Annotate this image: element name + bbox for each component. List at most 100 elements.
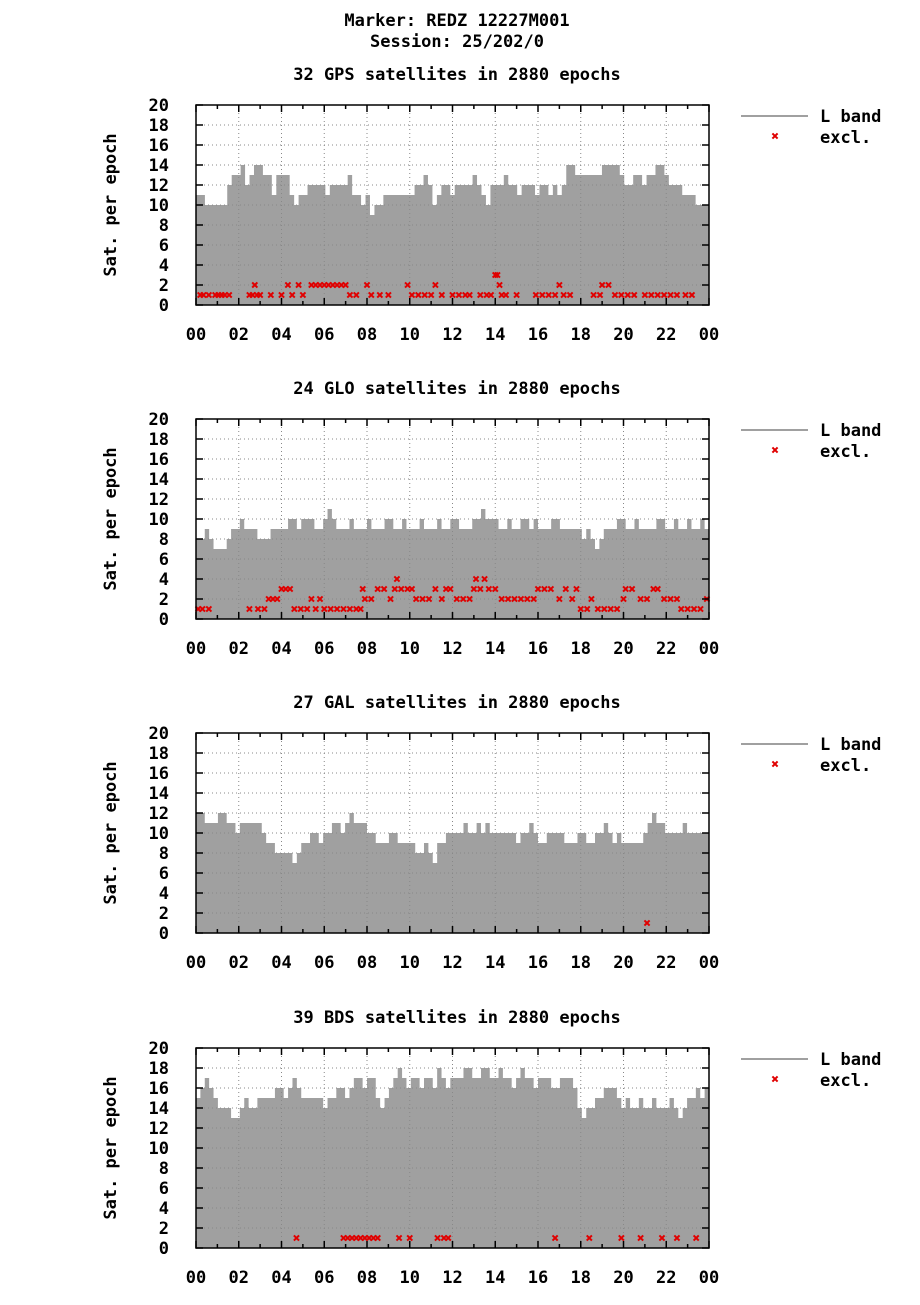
excl-marker [278, 291, 285, 299]
excl-marker [261, 605, 268, 613]
excl-marker [613, 605, 621, 613]
excl-marker [359, 585, 367, 593]
excl-marker [444, 1234, 452, 1242]
excl-marker [367, 291, 375, 299]
y-tick-label: 14 [149, 470, 169, 490]
excl-marker [327, 605, 334, 613]
excl-marker [293, 1234, 300, 1242]
excl-marker [598, 281, 606, 289]
excl-marker [376, 291, 384, 299]
excl-marker [316, 595, 324, 603]
excl-marker [246, 605, 253, 613]
excl-marker [620, 595, 627, 603]
excl-marker [585, 1234, 593, 1242]
x-tick-label: 00 [699, 1268, 719, 1288]
x-tick-label: 00 [699, 639, 719, 659]
excl-marker [367, 595, 375, 603]
excl-marker [421, 291, 429, 299]
x-tick-label: 22 [656, 639, 676, 659]
excl-marker [225, 291, 233, 299]
x-tick-label: 08 [357, 639, 377, 659]
y-tick-label: 12 [149, 490, 169, 510]
excl-marker [453, 595, 461, 603]
excl-marker [374, 585, 381, 593]
excl-marker [577, 605, 585, 613]
excl-marker [491, 585, 499, 593]
excl-marker [590, 291, 597, 299]
excl-marker [654, 585, 662, 593]
excl-marker [637, 595, 644, 603]
excl-marker [385, 291, 392, 299]
excl-marker [538, 291, 546, 299]
x-tick-label: 10 [400, 1268, 420, 1288]
excl-marker [641, 291, 649, 299]
excl-marker [346, 291, 354, 299]
excl-marker [611, 291, 619, 299]
excl-marker [412, 595, 420, 603]
x-tick-label: 18 [571, 953, 591, 973]
excl-marker [419, 595, 426, 603]
excl-marker [251, 281, 259, 289]
x-tick-label: 04 [271, 1268, 291, 1288]
excl-marker [692, 1234, 700, 1242]
y-tick-label: 2 [159, 1219, 169, 1239]
excl-marker [667, 291, 674, 299]
x-tick-label: 00 [186, 325, 206, 345]
excl-marker [534, 585, 542, 593]
excl-marker [605, 281, 612, 289]
x-tick-label: 20 [613, 325, 633, 345]
excl-marker [288, 291, 296, 299]
y-tick-label: 20 [149, 410, 169, 430]
y-tick-label: 12 [149, 804, 169, 824]
x-tick-label: 08 [357, 325, 377, 345]
y-tick-label: 8 [159, 844, 169, 864]
excl-marker [406, 1234, 414, 1242]
y-tick-label: 18 [149, 430, 169, 450]
legend-excl-marker [771, 132, 779, 140]
x-tick-label: 18 [571, 325, 591, 345]
excl-marker [395, 1234, 403, 1242]
excl-marker [624, 291, 632, 299]
y-tick-label: 18 [149, 116, 169, 136]
excl-marker [333, 605, 341, 613]
excl-marker [690, 605, 698, 613]
excl-marker [284, 281, 292, 289]
y-axis-label: Sat. per epoch [101, 1076, 121, 1219]
excl-marker [391, 585, 399, 593]
y-tick-label: 16 [149, 136, 169, 156]
y-tick-label: 8 [159, 216, 169, 236]
excl-marker [556, 281, 563, 289]
x-tick-label: 18 [571, 639, 591, 659]
excl-marker [459, 595, 467, 603]
excl-marker [408, 585, 416, 593]
excl-marker [673, 1234, 681, 1242]
x-tick-label: 06 [314, 325, 334, 345]
chart-title: 32 GPS satellites in 2880 epochs [293, 65, 621, 85]
y-tick-label: 14 [149, 156, 169, 176]
excl-marker [607, 605, 614, 613]
excl-marker [660, 291, 668, 299]
excl-marker [408, 291, 416, 299]
excl-marker [618, 291, 625, 299]
excl-marker [643, 595, 651, 603]
y-tick-label: 0 [159, 610, 169, 630]
excl-marker [677, 605, 685, 613]
excl-marker [466, 291, 473, 299]
x-tick-label: 00 [699, 325, 719, 345]
y-tick-label: 10 [149, 1139, 169, 1159]
y-tick-label: 4 [159, 570, 169, 590]
legend-excl-label: excl. [820, 756, 871, 776]
excl-marker [295, 281, 302, 289]
excl-marker [511, 595, 518, 603]
excl-marker [308, 595, 315, 603]
x-tick-label: 02 [229, 325, 249, 345]
excl-marker [303, 605, 311, 613]
y-tick-label: 0 [159, 924, 169, 944]
x-tick-label: 14 [485, 1268, 505, 1288]
excl-marker [205, 291, 213, 299]
x-tick-label: 20 [613, 639, 633, 659]
excl-marker [545, 291, 552, 299]
